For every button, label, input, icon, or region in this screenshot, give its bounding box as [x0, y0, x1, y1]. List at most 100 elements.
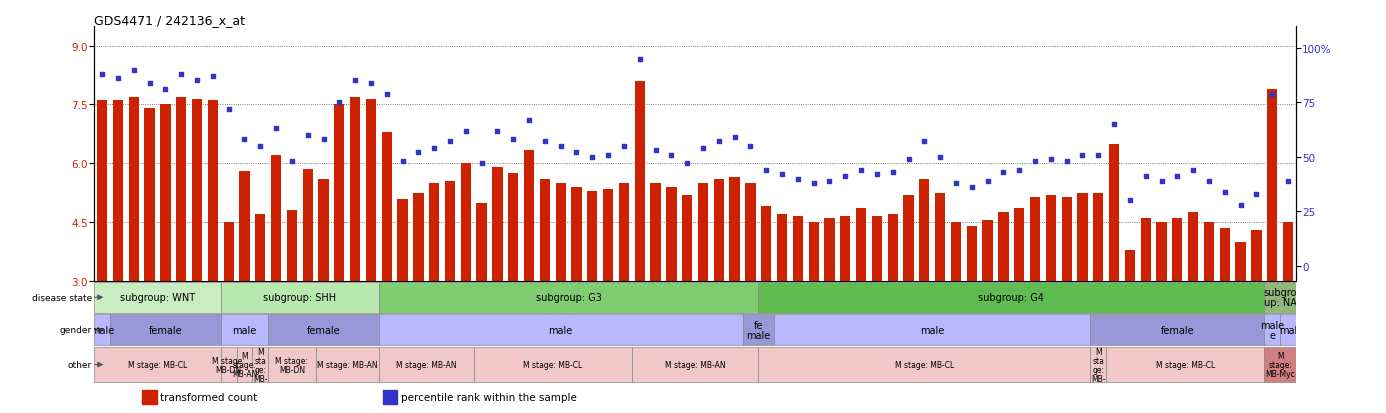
- Bar: [1281, 315, 1296, 345]
- Bar: [474, 347, 632, 382]
- Text: disease state: disease state: [32, 293, 91, 302]
- Bar: [1204, 223, 1214, 281]
- Text: gender: gender: [60, 325, 91, 335]
- Text: female: female: [148, 325, 182, 335]
- Bar: [240, 172, 249, 281]
- Point: [139, 80, 161, 87]
- Text: M
sta
ge:
MB-: M sta ge: MB-: [254, 347, 267, 382]
- Bar: [1264, 282, 1296, 313]
- Bar: [603, 189, 613, 281]
- Point: [1229, 202, 1252, 209]
- Point: [945, 180, 967, 187]
- Bar: [287, 211, 297, 281]
- Point: [1182, 167, 1204, 174]
- Text: female: female: [1160, 325, 1195, 335]
- Bar: [524, 150, 534, 281]
- Bar: [267, 315, 378, 345]
- Bar: [1062, 197, 1071, 281]
- Bar: [1156, 223, 1167, 281]
- Point: [565, 150, 588, 156]
- Bar: [650, 183, 661, 281]
- Bar: [775, 315, 1091, 345]
- Bar: [94, 315, 109, 345]
- Bar: [793, 217, 802, 281]
- Point: [1071, 152, 1094, 159]
- Bar: [143, 390, 157, 404]
- Text: subgroup: G3: subgroup: G3: [535, 292, 602, 303]
- Text: GDS4471 / 242136_x_at: GDS4471 / 242136_x_at: [94, 14, 245, 27]
- Point: [470, 161, 492, 167]
- Bar: [191, 99, 202, 281]
- Bar: [316, 347, 378, 382]
- Bar: [351, 97, 360, 281]
- Bar: [758, 282, 1264, 313]
- Bar: [571, 188, 582, 281]
- Text: subgroup: WNT: subgroup: WNT: [121, 292, 195, 303]
- Point: [455, 128, 477, 135]
- Text: M
sta
ge:
MB-: M sta ge: MB-: [1091, 347, 1106, 382]
- Point: [898, 156, 920, 163]
- Bar: [334, 105, 345, 281]
- Point: [660, 152, 682, 159]
- Bar: [951, 223, 960, 281]
- Bar: [252, 347, 267, 382]
- Text: female: female: [306, 325, 341, 335]
- Bar: [1094, 193, 1103, 281]
- Point: [1024, 159, 1046, 165]
- Point: [202, 74, 225, 80]
- Point: [233, 137, 255, 143]
- Bar: [223, 223, 234, 281]
- Bar: [378, 347, 474, 382]
- Bar: [220, 315, 267, 345]
- Text: M
stage:
MB-AN: M stage: MB-AN: [231, 351, 258, 378]
- Point: [1277, 178, 1299, 185]
- Bar: [635, 82, 644, 281]
- Text: M stage:
MB-DN: M stage: MB-DN: [276, 356, 308, 374]
- Bar: [1091, 315, 1264, 345]
- Text: subgroup: G4: subgroup: G4: [979, 292, 1044, 303]
- Point: [297, 132, 319, 139]
- Bar: [460, 164, 471, 281]
- Point: [218, 106, 240, 113]
- Bar: [112, 101, 123, 281]
- Bar: [492, 168, 503, 281]
- Bar: [539, 180, 550, 281]
- Text: M stage:
MB-DN: M stage: MB-DN: [212, 356, 245, 374]
- Bar: [1077, 193, 1088, 281]
- Bar: [936, 193, 945, 281]
- Bar: [413, 193, 424, 281]
- Point: [423, 145, 445, 152]
- Bar: [319, 180, 328, 281]
- Bar: [743, 315, 775, 345]
- Point: [644, 147, 667, 154]
- Bar: [398, 199, 407, 281]
- Point: [834, 173, 857, 180]
- Text: male
e: male e: [1260, 320, 1285, 340]
- Point: [755, 167, 778, 174]
- Bar: [1235, 242, 1246, 281]
- Point: [739, 143, 761, 150]
- Text: M stage: MB-AN: M stage: MB-AN: [665, 360, 725, 369]
- Text: M
stage:
MB-Myc: M stage: MB-Myc: [1265, 351, 1295, 378]
- Text: M stage: MB-CL: M stage: MB-CL: [523, 360, 582, 369]
- Point: [360, 80, 383, 87]
- Point: [818, 178, 840, 185]
- Text: fe
male: fe male: [746, 320, 771, 340]
- Bar: [1106, 347, 1264, 382]
- Bar: [1030, 197, 1040, 281]
- Bar: [1125, 250, 1135, 281]
- Point: [502, 137, 524, 143]
- Point: [992, 169, 1015, 176]
- Point: [123, 67, 146, 74]
- Text: male: male: [549, 325, 572, 335]
- Bar: [383, 390, 396, 404]
- Bar: [1220, 228, 1229, 281]
- Point: [391, 159, 413, 165]
- Point: [328, 100, 351, 106]
- Bar: [998, 213, 1009, 281]
- Bar: [220, 347, 237, 382]
- Bar: [220, 282, 378, 313]
- Point: [613, 143, 635, 150]
- Point: [1198, 178, 1220, 185]
- Point: [550, 143, 572, 150]
